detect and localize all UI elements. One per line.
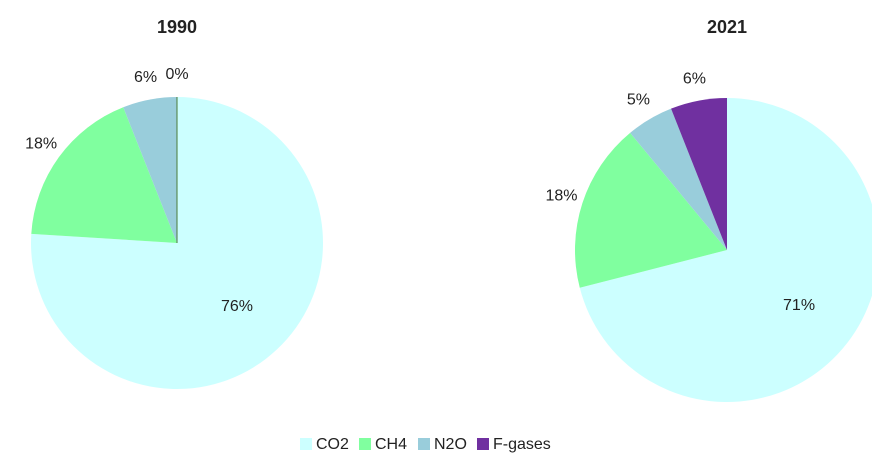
data-label: 6% — [683, 70, 706, 87]
data-label: 18% — [546, 187, 578, 204]
pie-slice — [31, 107, 177, 244]
chart-title: 2021 — [707, 17, 747, 37]
legend-label: CH4 — [375, 436, 407, 453]
data-label: 71% — [783, 297, 815, 314]
data-label: 76% — [221, 298, 253, 315]
legend-label: N2O — [434, 436, 467, 453]
pie-slice — [123, 97, 177, 243]
legend-swatch — [359, 438, 371, 450]
pie-slice — [575, 132, 727, 288]
pie-slice — [579, 98, 872, 402]
chart-title: 1990 — [157, 17, 197, 37]
legend-swatch — [300, 438, 312, 450]
data-label: 18% — [25, 135, 57, 152]
pie-slice — [671, 98, 727, 250]
legend-label: CO2 — [316, 436, 349, 453]
legend-label: F-gases — [493, 436, 551, 453]
legend-swatch — [418, 438, 430, 450]
legend-swatch — [477, 438, 489, 450]
pie-slice — [30, 97, 323, 389]
data-label: 6% — [134, 69, 157, 86]
pie-slice — [630, 108, 727, 250]
data-label: 0% — [165, 66, 188, 83]
data-label: 5% — [627, 91, 650, 108]
